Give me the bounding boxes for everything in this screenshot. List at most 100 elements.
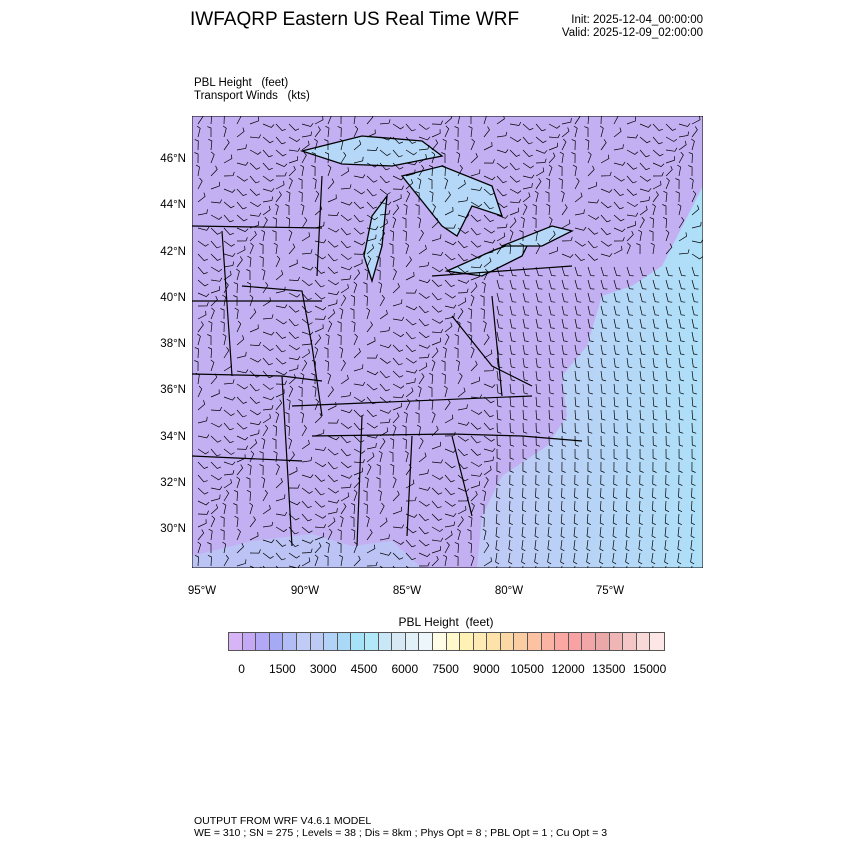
wind-barb xyxy=(392,194,402,203)
wind-barb xyxy=(327,508,338,515)
wind-barb xyxy=(613,318,620,329)
wind-barb xyxy=(403,203,408,216)
wind-barb xyxy=(301,232,310,242)
wind-barb xyxy=(275,149,287,157)
wind-barb xyxy=(612,513,617,526)
wind-barb xyxy=(444,240,457,246)
wind-barb xyxy=(561,219,571,229)
wind-barb xyxy=(246,477,251,488)
wind-barb xyxy=(392,136,404,144)
wind-barb xyxy=(195,372,200,385)
wind-barb xyxy=(314,532,324,541)
wind-barb xyxy=(275,180,285,190)
wind-barb xyxy=(340,474,353,479)
wind-barb xyxy=(441,164,446,177)
wind-barb xyxy=(301,266,314,271)
wind-barb xyxy=(664,526,669,539)
wind-barb xyxy=(376,269,381,281)
wind-barb xyxy=(327,240,339,248)
colorbar-box xyxy=(392,633,406,650)
wind-barb xyxy=(431,305,443,313)
wind-barb xyxy=(548,216,553,229)
wind-barb xyxy=(337,321,342,333)
wind-barb xyxy=(691,239,703,244)
wind-barb xyxy=(418,229,424,242)
wind-barb xyxy=(691,279,699,290)
wind-barb xyxy=(547,526,552,539)
wind-barb xyxy=(220,308,225,320)
wind-barb xyxy=(339,307,344,320)
wind-barb xyxy=(457,214,470,219)
wind-barb xyxy=(223,479,232,489)
wind-barb xyxy=(638,526,643,539)
wind-barb xyxy=(626,230,634,242)
wind-barb xyxy=(405,318,417,326)
wind-barb xyxy=(443,385,448,398)
wind-barb xyxy=(197,529,205,541)
wind-barb xyxy=(535,292,543,303)
wind-barb xyxy=(366,544,376,554)
wind-barb xyxy=(314,116,324,125)
wind-barb xyxy=(275,477,283,489)
wind-barb xyxy=(405,479,415,489)
wind-barb xyxy=(197,400,206,411)
wind-barb xyxy=(327,461,338,470)
wind-barb xyxy=(340,374,349,385)
wind-barb xyxy=(574,396,580,408)
wind-barb xyxy=(392,216,397,229)
wind-barb xyxy=(210,307,215,320)
wind-barb xyxy=(467,541,473,554)
wind-barb xyxy=(483,214,494,223)
wind-barb xyxy=(559,151,564,164)
wind-barb xyxy=(626,188,638,196)
wind-barb xyxy=(574,331,581,342)
wind-barb xyxy=(545,191,550,202)
wind-barb xyxy=(366,354,378,359)
wind-barb xyxy=(483,116,487,125)
wind-barb xyxy=(275,318,288,325)
wind-barb xyxy=(259,243,264,255)
wind-barb xyxy=(390,463,395,476)
wind-barb xyxy=(441,152,446,163)
wind-barb xyxy=(639,136,651,144)
wind-barb xyxy=(233,503,238,514)
wind-barb xyxy=(571,152,576,164)
wind-barb xyxy=(194,152,199,164)
wind-barb xyxy=(444,266,455,275)
wind-barb xyxy=(522,331,529,342)
wind-barb xyxy=(470,461,483,467)
wind-barb xyxy=(626,435,632,447)
wind-barb xyxy=(587,279,595,290)
wind-barb xyxy=(418,123,430,130)
wind-barb xyxy=(444,313,455,320)
wind-barb xyxy=(236,383,249,390)
colorbar-label: 7500 xyxy=(432,662,459,676)
wind-barb xyxy=(587,370,594,382)
wind-barb xyxy=(444,500,456,507)
wind-barb xyxy=(457,404,468,411)
wind-barb xyxy=(366,336,376,346)
wind-barb xyxy=(665,136,678,142)
wind-barb xyxy=(405,136,417,144)
valid-time: Valid: 2025-12-09_02:00:00 xyxy=(561,27,703,39)
wind-barb xyxy=(314,524,327,529)
wind-barb xyxy=(353,140,362,151)
wind-barb xyxy=(652,487,657,499)
colorbar-box xyxy=(378,633,393,650)
wind-barb xyxy=(599,526,604,539)
wind-barb xyxy=(457,308,464,320)
wind-barb xyxy=(223,448,235,455)
wind-barb xyxy=(586,526,591,539)
wind-barb xyxy=(366,116,374,125)
wind-barb xyxy=(288,136,301,143)
wind-barb xyxy=(651,513,656,526)
wind-barb xyxy=(415,412,420,424)
wind-barb xyxy=(548,142,558,151)
wind-barb xyxy=(480,308,485,320)
wind-barb xyxy=(392,402,402,411)
wind-barb xyxy=(249,230,257,242)
wind-barb xyxy=(519,230,524,242)
wind-barb xyxy=(587,487,592,499)
wind-barb xyxy=(625,513,630,526)
wind-barb xyxy=(405,331,416,340)
